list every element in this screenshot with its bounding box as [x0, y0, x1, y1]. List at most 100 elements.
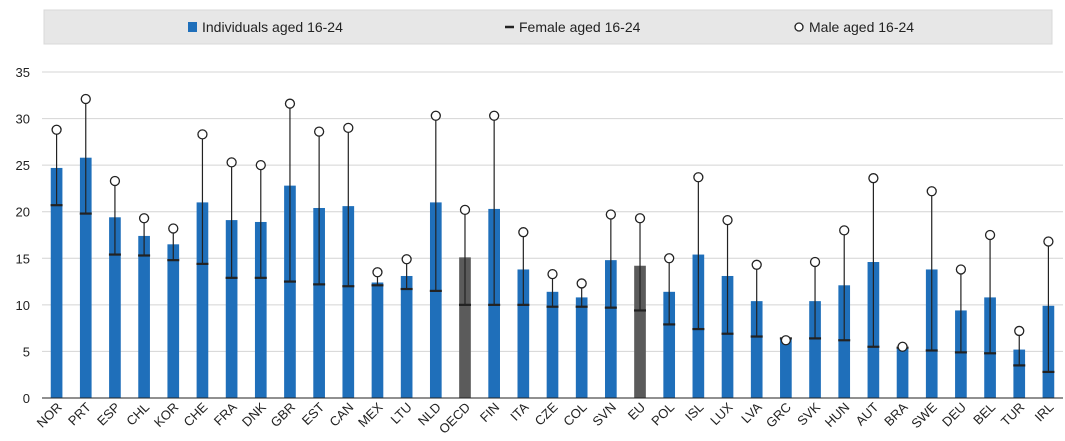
male-marker-oecd [459, 204, 471, 216]
bar-fra [225, 220, 238, 398]
x-tick-label-nor: NOR [34, 400, 65, 431]
x-tick-label-cze: CZE [532, 399, 561, 428]
x-tick-label-kor: KOR [151, 400, 182, 431]
male-marker-can [343, 122, 354, 134]
x-tick-label-lva: LVA [738, 399, 765, 426]
legend-label: Individuals aged 16-24 [202, 19, 343, 35]
bar-ita [517, 269, 530, 398]
bar-mex [371, 282, 384, 398]
x-tick-label-gbr: GBR [268, 400, 299, 431]
x-tick-label-oecd: OECD [436, 400, 473, 437]
x-tick-label-bra: BRA [881, 399, 911, 429]
bar-can [342, 206, 355, 398]
bar-nor [50, 167, 63, 398]
x-tick-label-svn: SVN [589, 400, 619, 430]
bar-kor [167, 244, 180, 398]
male-marker-fra [226, 157, 237, 168]
male-marker-lva [751, 259, 762, 270]
male-marker-gbr [284, 98, 296, 109]
male-marker-grc [780, 335, 792, 346]
bar-tur [1013, 349, 1026, 398]
male-marker-bra [897, 341, 908, 352]
bar-svk [809, 301, 821, 398]
bar-cze [546, 291, 559, 398]
male-marker-svk [809, 256, 821, 268]
bar-grc [780, 339, 792, 398]
male-marker-svn [605, 209, 616, 220]
legend: Individuals aged 16-24 Female aged 16-24 M… [43, 9, 1053, 45]
male-marker-aut [868, 173, 879, 184]
bar-hun [838, 285, 851, 398]
x-tick-label-col: COL [560, 400, 590, 430]
bar-chl [138, 235, 150, 398]
x-tick-label-est: EST [299, 399, 328, 428]
male-marker-pol [664, 253, 675, 264]
bar-nld [429, 202, 442, 398]
male-marker-kor [168, 223, 179, 234]
male-marker-est [313, 126, 325, 137]
bar-esp [109, 217, 121, 398]
legend-box [43, 9, 1053, 45]
male-marker-tur [1014, 325, 1025, 337]
male-marker-nor [51, 124, 62, 135]
male-marker-isl [693, 172, 704, 183]
x-tick-label-deu: DEU [939, 400, 969, 430]
legend-label: Male aged 16-24 [809, 19, 914, 35]
male-marker-irl [1043, 236, 1054, 247]
x-tick-label-can: CAN [326, 400, 356, 430]
bar-dnk [254, 221, 267, 398]
bar-prt [79, 157, 92, 398]
x-tick-label-bel: BEL [970, 400, 998, 428]
male-marker-deu [955, 264, 967, 275]
legend-circle-swatch [794, 22, 804, 32]
male-marker-swe [926, 186, 937, 197]
markers [50, 93, 1055, 374]
bar-ltu [400, 275, 413, 398]
y-tick-label: 35 [16, 65, 30, 80]
bar-eu [634, 265, 646, 398]
gridlines [42, 71, 1063, 352]
whiskers [55, 103, 1050, 372]
male-marker-hun [839, 225, 850, 236]
bar-che [196, 202, 209, 398]
bar-oecd [459, 257, 471, 398]
legend-bar-swatch [188, 22, 197, 32]
male-marker-prt [80, 93, 91, 105]
x-tick-label-eu: EU [625, 400, 648, 423]
x-tick-label-ita: ITA [507, 399, 531, 423]
male-marker-nld [430, 110, 441, 121]
y-tick-label: 30 [16, 112, 30, 127]
x-tick-label-fra: FRA [211, 399, 240, 428]
male-marker-cze [547, 268, 558, 280]
bar-pol [663, 291, 676, 398]
bar-deu [955, 310, 967, 398]
bar-bra [896, 348, 909, 398]
x-tick-label-che: CHE [181, 399, 211, 429]
male-marker-chl [138, 213, 150, 224]
male-marker-ita [518, 227, 529, 238]
x-tick-label-pol: POL [648, 400, 677, 429]
x-tick-label-prt: PRT [65, 399, 94, 428]
male-marker-che [197, 129, 208, 140]
bar-est [313, 207, 325, 398]
male-marker-ltu [401, 254, 412, 265]
x-tick-label-isl: ISL [682, 400, 706, 424]
male-marker-col [576, 278, 587, 289]
bar-col [575, 297, 588, 398]
x-tick-label-grc: GRC [763, 400, 794, 431]
male-marker-bel [984, 229, 996, 241]
x-tick-label-esp: ESP [94, 400, 123, 429]
male-marker-mex [372, 267, 383, 278]
y-tick-label: 25 [16, 158, 30, 173]
bar-lux [721, 275, 734, 398]
male-marker-esp [109, 175, 121, 187]
y-tick-label: 20 [16, 205, 30, 220]
male-marker-dnk [255, 159, 266, 171]
y-tick-label: 0 [23, 391, 30, 406]
x-tick-label-irl: IRL [1032, 400, 1057, 425]
x-tick-label-hun: HUN [822, 400, 853, 431]
male-marker-lux [722, 214, 733, 226]
x-tick-label-svk: SVK [794, 399, 823, 428]
